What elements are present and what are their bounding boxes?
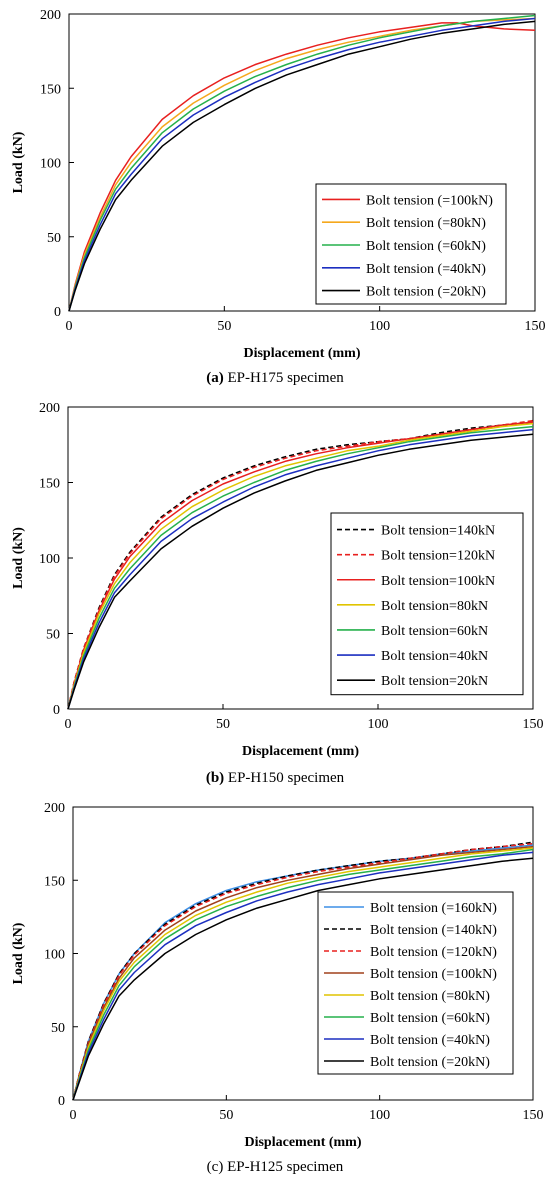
legend-label: Bolt tension (=60kN) (366, 239, 486, 254)
y-axis-title: Load (kN) (11, 131, 26, 193)
legend-label: Bolt tension=60kN (381, 624, 488, 639)
series-line (72, 845, 534, 1101)
legend-box (317, 891, 514, 1075)
series-line (67, 421, 534, 710)
chart-c: 0 50 100 150 0 50 100 150 200 Displacement (mm) Lo… (11, 801, 544, 1150)
caption-c: (c) EP-H125 specimen (0, 1159, 550, 1176)
series-line (67, 425, 534, 710)
x-tick-label: 150 (523, 717, 544, 732)
y-tick-label: 0 (53, 703, 60, 718)
legend-label: Bolt tension=80kN (381, 599, 488, 614)
y-tick-label: 150 (44, 874, 65, 889)
legend-label: Bolt tension (=40kN) (366, 262, 486, 277)
y-tick-label: 0 (54, 305, 61, 320)
legend-box (315, 183, 507, 305)
series-line (68, 17, 536, 312)
x-tick-label: 100 (368, 717, 389, 732)
y-tick-label: 150 (39, 477, 60, 492)
series-line (72, 857, 534, 1101)
y-tick-label: 50 (51, 1021, 65, 1036)
legend-label: Bolt tension=100kN (381, 574, 495, 589)
x-tick-label: 0 (65, 717, 72, 732)
legend-label: Bolt tension (=160kN) (370, 901, 497, 916)
series-line (68, 22, 536, 312)
x-tick-label: 0 (66, 319, 73, 334)
chart-b: 0 50 100 150 0 50 100 150 200 Displacement (mm) Lo… (11, 401, 544, 759)
series-line (72, 847, 534, 1101)
series-line (68, 20, 536, 312)
x-tick-label: 50 (217, 319, 231, 334)
legend-label: Bolt tension=140kN (381, 524, 495, 539)
x-tick-label: 50 (219, 1108, 233, 1123)
legend-label: Bolt tension (=20kN) (370, 1055, 490, 1070)
x-tick-label: 100 (369, 319, 390, 334)
y-axis-title: Load (kN) (11, 527, 26, 589)
caption-letter: (a) (206, 370, 224, 386)
series-line (72, 851, 534, 1101)
x-tick-label: 0 (70, 1108, 77, 1123)
x-tick-label: 150 (523, 1108, 544, 1123)
y-tick-label: 0 (58, 1094, 65, 1109)
series-line (67, 428, 534, 710)
series-line (68, 14, 536, 312)
legend-label: Bolt tension (=20kN) (366, 285, 486, 300)
legend-label: Bolt tension (=80kN) (370, 989, 490, 1004)
series-line (72, 848, 534, 1101)
series-line (72, 842, 534, 1101)
series-line (67, 422, 534, 710)
x-axis-title: Displacement (mm) (242, 744, 359, 759)
caption-b: (b) EP-H150 specimen (0, 770, 550, 787)
y-tick-label: 50 (46, 628, 60, 643)
y-tick-label: 100 (40, 157, 61, 172)
caption-text: (c) EP-H125 specimen (206, 1159, 344, 1175)
y-axis-title: Load (kN) (11, 922, 26, 984)
x-tick-label: 150 (525, 319, 546, 334)
x-axis-title: Displacement (mm) (243, 346, 360, 361)
x-tick-label: 100 (369, 1108, 390, 1123)
caption-letter: (b) (205, 770, 225, 786)
y-tick-label: 150 (40, 82, 61, 97)
y-tick-label: 200 (39, 401, 60, 416)
x-axis-title: Displacement (mm) (244, 1135, 361, 1150)
y-tick-label: 200 (40, 8, 61, 23)
chart-panel-a: 0 50 100 150 0 50 100 150 200 Displacement (mm) Lo… (0, 0, 550, 396)
legend-label: Bolt tension=120kN (381, 549, 495, 564)
y-tick-label: 50 (47, 231, 61, 246)
chart-panel-b: 0 50 100 150 0 50 100 150 200 Displacement (mm) Lo… (0, 395, 550, 791)
y-tick-label: 100 (44, 948, 65, 963)
series-line (67, 433, 534, 710)
x-tick-label: 50 (216, 717, 230, 732)
y-tick-label: 200 (44, 801, 65, 816)
legend-label: Bolt tension (=120kN) (370, 945, 497, 960)
caption-a: (a) EP-H175 specimen (0, 370, 550, 387)
legend-label: Bolt tension (=40kN) (370, 1033, 490, 1048)
legend-label: Bolt tension=20kN (381, 674, 488, 689)
caption-text: EP-H150 specimen (224, 770, 345, 786)
chart-panel-c: 0 50 100 150 0 50 100 150 200 Displacement (mm) Lo… (0, 793, 550, 1189)
y-tick-label: 100 (39, 552, 60, 567)
chart-a: 0 50 100 150 0 50 100 150 200 Displacement (mm) Lo… (11, 8, 546, 361)
legend-label: Bolt tension (=140kN) (370, 923, 497, 938)
caption-text: EP-H175 specimen (223, 370, 344, 386)
legend-label: Bolt tension=40kN (381, 649, 488, 664)
legend-label: Bolt tension (=80kN) (366, 216, 486, 231)
legend-label: Bolt tension (=100kN) (366, 193, 493, 208)
legend-label: Bolt tension (=100kN) (370, 967, 497, 982)
legend-label: Bolt tension (=60kN) (370, 1011, 490, 1026)
legend-box (330, 512, 524, 696)
